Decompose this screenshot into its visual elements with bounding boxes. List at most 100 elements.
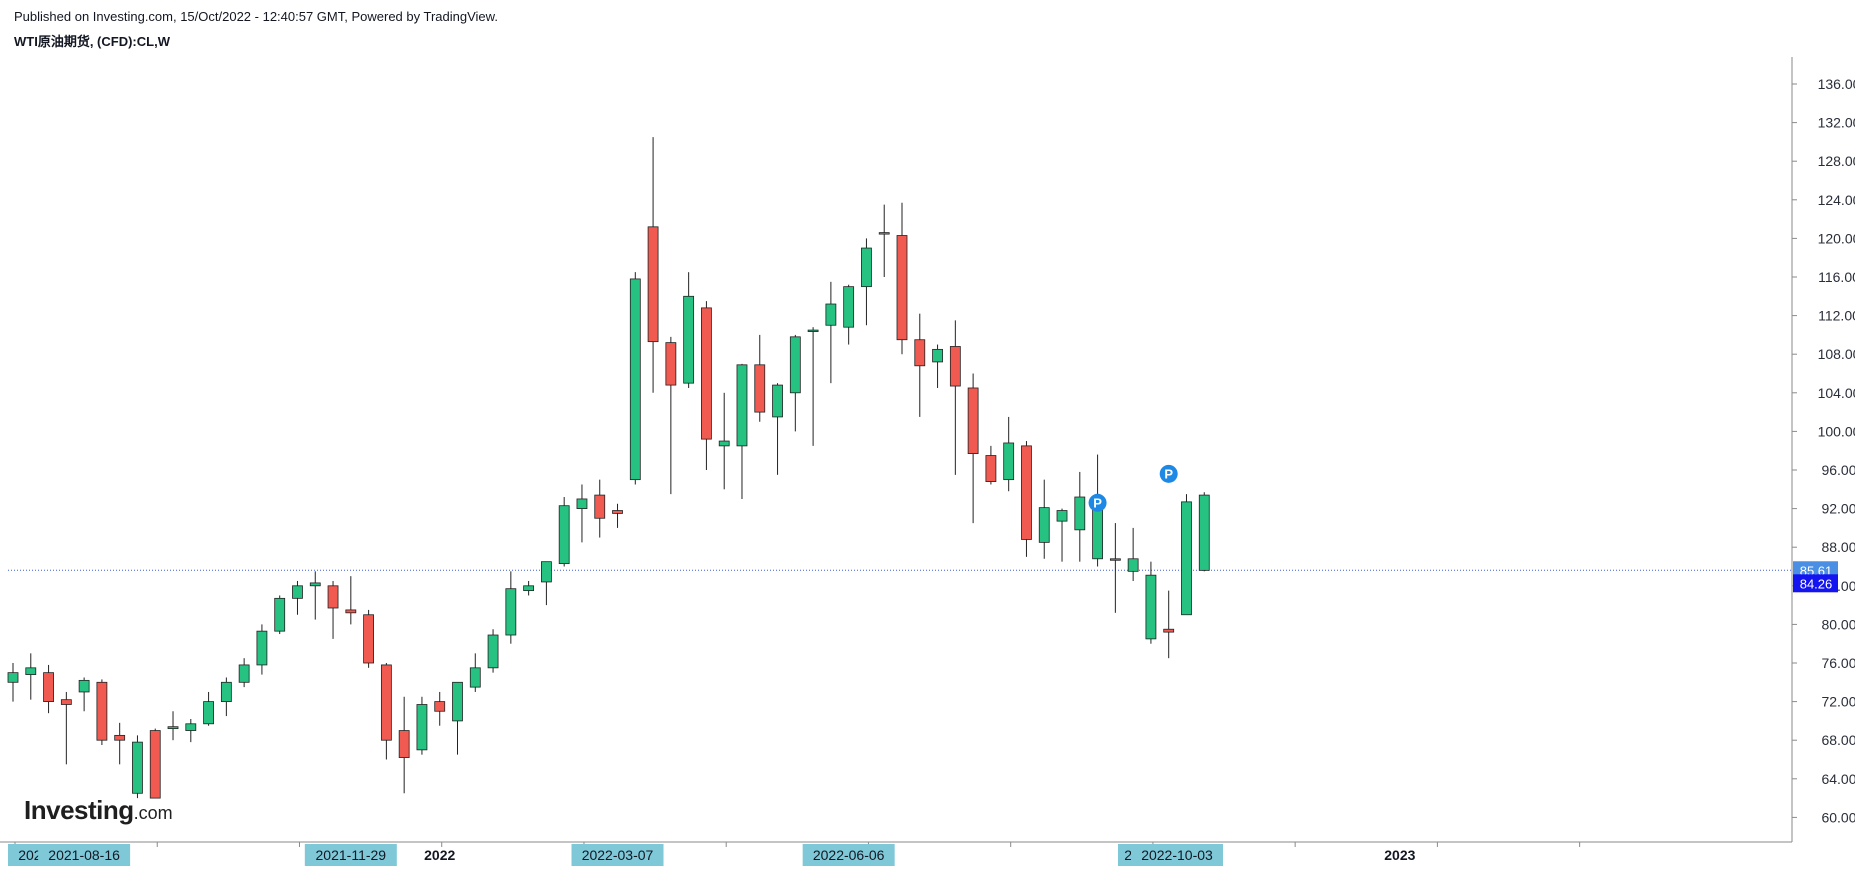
year-label: 2023: [1384, 847, 1415, 863]
candle: [398, 696, 410, 794]
candle: [985, 445, 997, 485]
candle: [203, 691, 214, 726]
candle-body-up: [718, 440, 730, 447]
candle-body-up: [238, 664, 250, 683]
price-tick-label: 80.00: [1821, 616, 1855, 632]
candle: [292, 580, 303, 615]
candle-body-up: [772, 384, 783, 418]
date-label-bg: [571, 844, 664, 866]
candle-body-up: [487, 634, 499, 669]
candle: [718, 392, 730, 490]
price-tick-label: 124.00: [1818, 192, 1855, 208]
date-label-bg: [1131, 844, 1223, 866]
candle-body-up: [1181, 501, 1192, 616]
candle: [967, 373, 979, 524]
candle: [487, 629, 499, 673]
candle: [96, 679, 108, 746]
candle: [363, 609, 375, 668]
candle: [1198, 492, 1210, 572]
date-label: 2021-11-29: [316, 847, 387, 863]
candle-body-up: [1056, 510, 1068, 522]
candle: [380, 663, 392, 760]
candle: [1181, 494, 1192, 616]
candle-body-up: [220, 681, 232, 702]
marker-label: P: [1164, 466, 1173, 481]
date-label: 2022-03-07: [582, 847, 654, 863]
candle: [594, 479, 606, 538]
date-label-bg: [802, 844, 895, 866]
candle: [452, 681, 463, 755]
time-axis[interactable]: 2020-04-202021-08-162021-11-2920222022-0…: [0, 841, 1792, 866]
price-tick-label: 76.00: [1821, 655, 1855, 671]
date-label-bg: [304, 844, 397, 866]
candle: [43, 664, 54, 714]
year-label: 2022: [424, 847, 455, 863]
candle-body-down: [754, 364, 766, 413]
candle: [1038, 479, 1050, 559]
candle-body-down: [949, 346, 961, 387]
candle: [647, 137, 659, 393]
candle: [274, 595, 286, 635]
candle: [861, 238, 872, 326]
candle-body-up: [1003, 442, 1015, 481]
candle-body-down: [701, 307, 712, 440]
dividend-marker: P: [1088, 493, 1107, 512]
candle: [683, 272, 695, 388]
candle: [416, 696, 428, 755]
candle: [25, 653, 37, 700]
candle-body-up: [843, 286, 855, 328]
symbol-title: WTI原油期货, (CFD):CL,W: [14, 34, 170, 49]
date-label: 2022-06-06: [813, 847, 885, 863]
published-caption: Published on Investing.com, 15/Oct/2022 …: [14, 9, 498, 24]
candle: [914, 313, 926, 417]
candle-body-up: [469, 667, 481, 688]
candle: [878, 204, 890, 277]
candle: [843, 284, 855, 345]
candle-body-down: [398, 730, 410, 758]
candle: [949, 320, 961, 475]
candle-body-up: [558, 505, 570, 565]
candle: [78, 677, 90, 712]
candle: [807, 327, 819, 446]
candle: [754, 334, 766, 422]
candle: [576, 484, 588, 543]
candle-body-up: [1145, 574, 1157, 640]
candle-body-down: [985, 455, 997, 482]
candle: [665, 336, 677, 495]
date-label: 2022-10-03: [1141, 847, 1213, 863]
candle: [1109, 523, 1121, 613]
price-tick-label: 136.00: [1818, 76, 1855, 92]
candle-body-down: [594, 494, 606, 519]
candle-body-up: [132, 741, 143, 794]
candle-body-down: [363, 614, 375, 664]
candle-body-down: [345, 609, 357, 614]
candle: [1145, 561, 1157, 644]
candle-body-up: [292, 585, 303, 599]
candle: [612, 503, 623, 528]
price-tick-label: 116.00: [1818, 269, 1855, 285]
candle: [1163, 590, 1175, 659]
candle: [1056, 508, 1068, 562]
candle: [629, 272, 641, 485]
candle: [1021, 441, 1032, 557]
candle-body-up: [861, 247, 872, 288]
candle: [736, 363, 748, 499]
candle: [896, 202, 908, 355]
price-tick-label: 64.00: [1821, 771, 1855, 787]
candle-body-down: [914, 339, 926, 367]
candle: [114, 722, 126, 765]
candle-body-down: [114, 734, 126, 741]
candle: [1003, 416, 1015, 492]
candle: [558, 497, 570, 567]
candle-body-up: [452, 681, 463, 722]
investing-logo: Investing.com: [24, 797, 173, 823]
price-axis[interactable]: 136.00 132.00 128.00 124.00 120.00 116.00 112.…: [1791, 57, 1855, 842]
candle: [60, 691, 72, 765]
date-label: 2021-08-16: [48, 847, 120, 863]
candle-body-up: [629, 278, 641, 481]
candle-body-down: [896, 235, 908, 341]
logo-suffix: .com: [133, 803, 173, 823]
price-tick-label: 104.00: [1818, 385, 1855, 401]
